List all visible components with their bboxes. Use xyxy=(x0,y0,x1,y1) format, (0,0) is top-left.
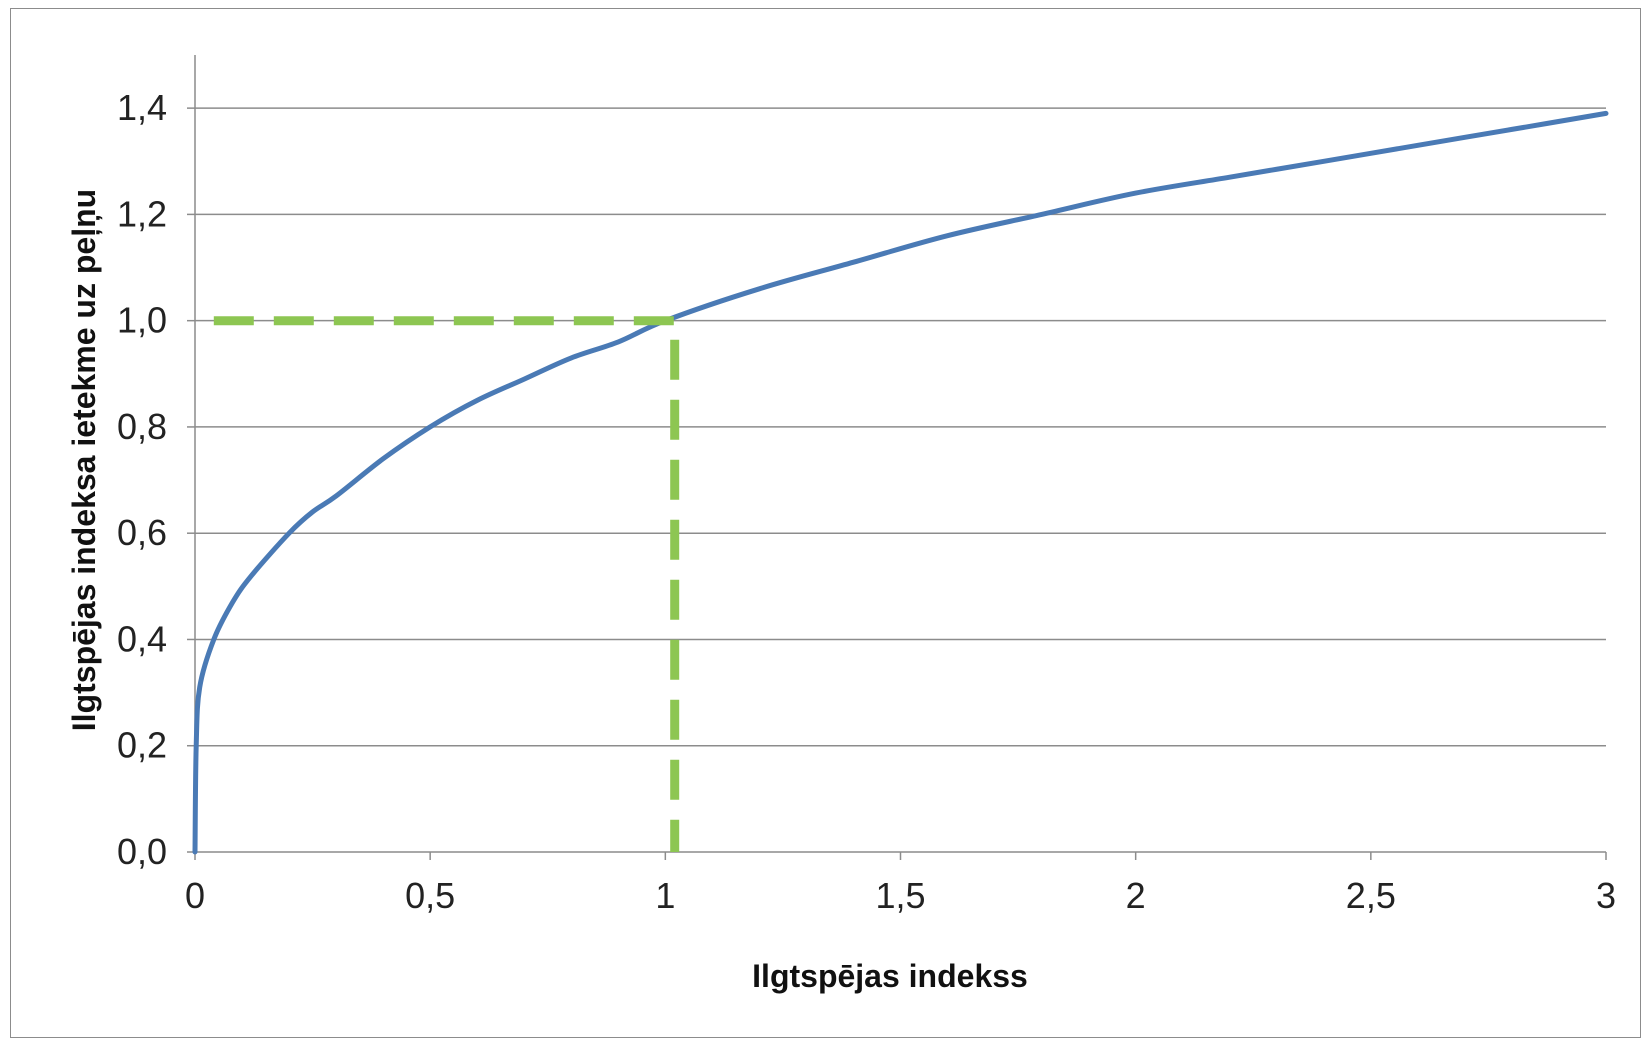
series xyxy=(192,110,1609,855)
x-tick-label-1: 0,5 xyxy=(405,875,455,916)
y-tick-label-3: 0,6 xyxy=(117,512,167,553)
x-tick-label-4: 2 xyxy=(1126,875,1146,916)
y-tick-label-1: 0,2 xyxy=(117,725,167,766)
y-tick-label-6: 1,2 xyxy=(117,193,167,234)
y-tick-label-2: 0,4 xyxy=(117,618,167,659)
series-line-0 xyxy=(192,110,1609,855)
x-tick-label-6: 3 xyxy=(1596,875,1616,916)
chart-frame xyxy=(10,8,1641,1038)
y-tick-label-7: 1,4 xyxy=(117,87,167,128)
gridlines xyxy=(195,107,1606,747)
axes xyxy=(187,55,1607,860)
x-tick-label-5: 2,5 xyxy=(1346,875,1396,916)
reference-dashed-line xyxy=(213,316,680,852)
x-tick-label-3: 1,5 xyxy=(875,875,925,916)
x-tick-label-2: 1 xyxy=(655,875,675,916)
x-axis-title: Ilgtspējas indekss xyxy=(752,958,1028,994)
tick-labels: 0,0 0,2 0,4 0,6 0,8 1,0 1,2 1,4 0 0,5 1 1,5 2 2,5 3 xyxy=(117,87,1616,916)
y-tick-label-0: 0,0 xyxy=(117,831,167,872)
y-tick-label-4: 0,8 xyxy=(117,406,167,447)
y-axis-title: Ilgtspējas indeksa ietekme uz peļņu xyxy=(66,189,102,731)
y-tick-label-5: 1,0 xyxy=(117,300,167,341)
x-tick-label-0: 0 xyxy=(185,875,205,916)
